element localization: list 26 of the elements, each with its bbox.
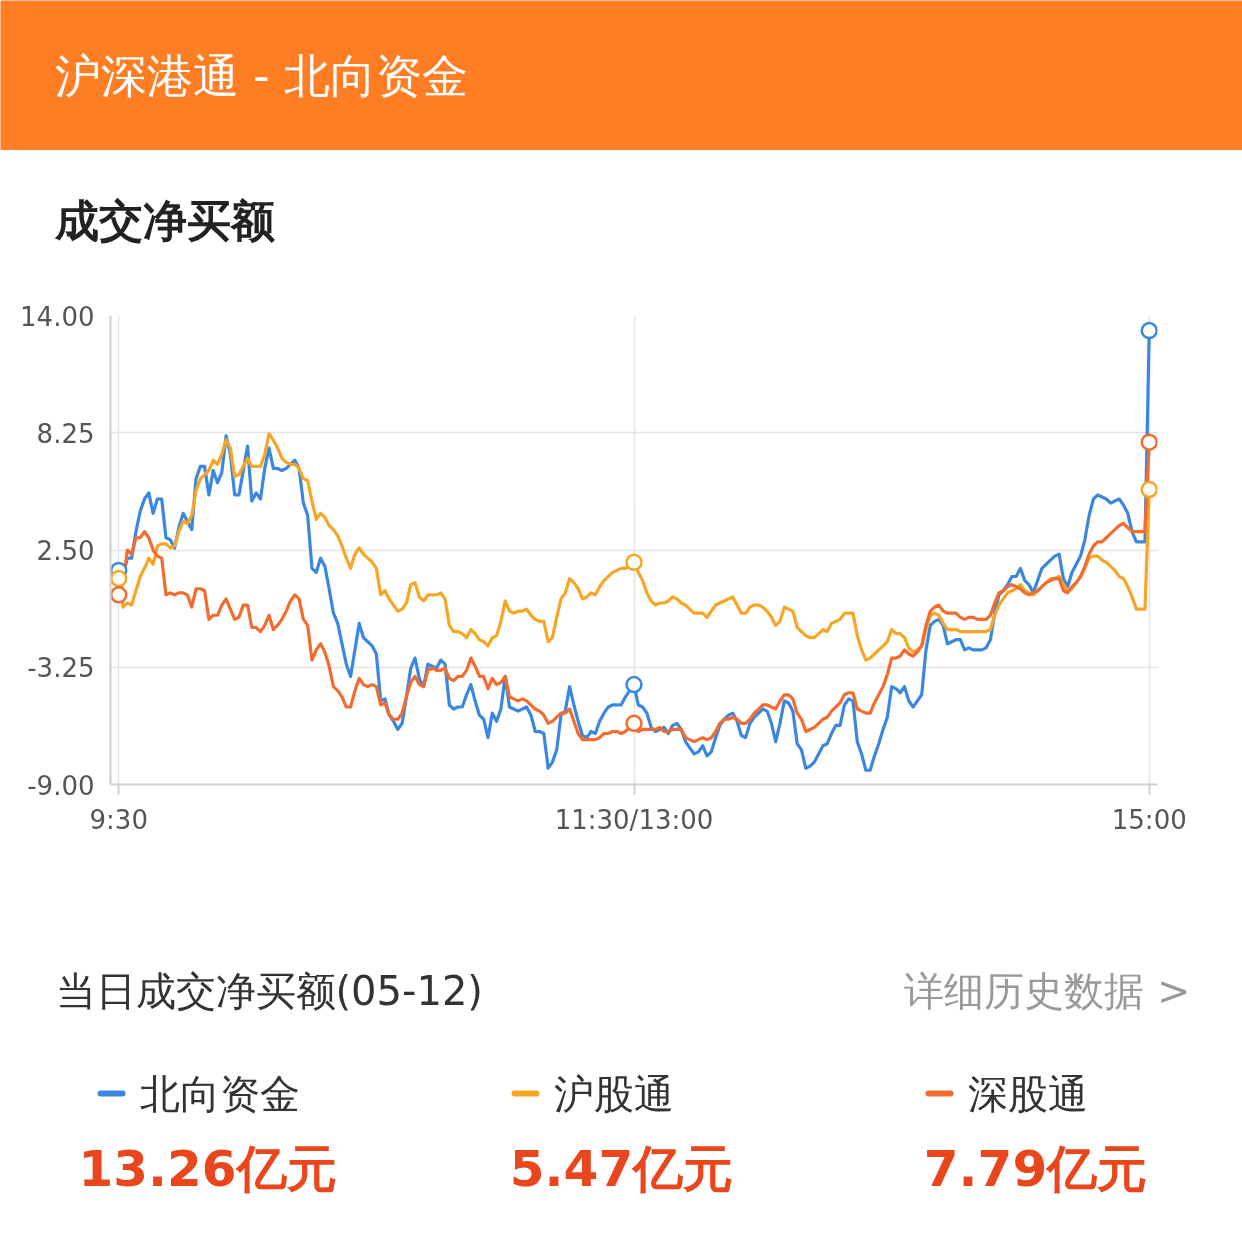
text: 13.26亿元: [78, 1139, 337, 1198]
point: [1140, 321, 1158, 340]
point: [1140, 480, 1158, 499]
text: 7.79亿元: [923, 1139, 1148, 1198]
text: 5.47亿元: [509, 1139, 734, 1198]
point: [1140, 433, 1158, 451]
point: [625, 714, 643, 733]
chart-title: 沪深港通 - 北向资金: [54, 48, 469, 103]
point: [625, 675, 643, 694]
text: 详细历史数据 >: [904, 967, 1191, 1014]
point: [625, 553, 643, 571]
point: [110, 569, 128, 588]
legend-label: 沪股通: [553, 1070, 674, 1117]
legend-label: 深股通: [967, 1070, 1088, 1117]
x-tick-label: 15:00: [1111, 804, 1187, 835]
x-tick-label: 11:30/13:00: [554, 804, 714, 835]
point: [110, 586, 128, 604]
y-tick-label: 2.50: [36, 536, 95, 566]
y-tick-label: -9.00: [27, 770, 95, 801]
legend-label: 北向资金: [139, 1070, 300, 1117]
y-tick-label: 14.00: [20, 301, 95, 332]
y-tick-label: 8.25: [36, 418, 95, 449]
chart-subtitle: 成交净买额: [53, 195, 275, 246]
text: 当日成交净买额(05-12): [55, 967, 483, 1014]
x-tick-label: 9:30: [89, 804, 148, 835]
y-tick-label: -3.25: [27, 653, 95, 684]
